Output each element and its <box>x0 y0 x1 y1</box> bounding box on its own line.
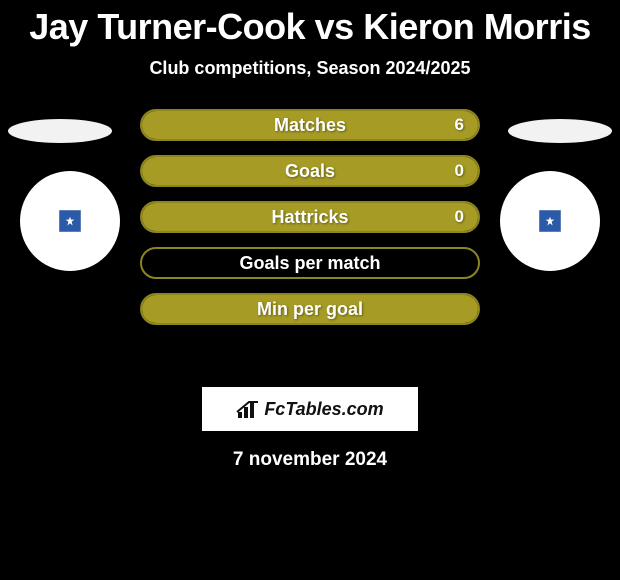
stat-row: Hattricks 0 <box>140 201 480 233</box>
player-shadow-left <box>8 119 112 143</box>
stat-label: Min per goal <box>257 299 363 320</box>
stat-label: Hattricks <box>271 207 348 228</box>
date-text: 7 november 2024 <box>0 449 620 471</box>
crest-icon <box>537 208 563 234</box>
team-badge-left <box>20 171 120 271</box>
stat-row: Goals 0 <box>140 155 480 187</box>
bar-chart-icon <box>236 400 258 418</box>
stat-rows: Matches 6 Goals 0 Hattricks 0 Goals per match M… <box>140 109 480 325</box>
page-title: Jay Turner-Cook vs Kieron Morris <box>0 6 620 48</box>
attribution-badge: FcTables.com <box>202 387 418 431</box>
stat-value-right: 0 <box>455 203 464 231</box>
crest-icon <box>57 208 83 234</box>
stat-value-right: 6 <box>455 111 464 139</box>
stat-value-right: 0 <box>455 157 464 185</box>
comparison-arena: Matches 6 Goals 0 Hattricks 0 Goals per match M… <box>0 109 620 369</box>
page-subtitle: Club competitions, Season 2024/2025 <box>0 58 620 79</box>
team-badge-right <box>500 171 600 271</box>
stat-label: Matches <box>274 115 346 136</box>
stat-row: Min per goal <box>140 293 480 325</box>
player-shadow-right <box>508 119 612 143</box>
stat-label: Goals per match <box>239 253 380 274</box>
attribution-text: FcTables.com <box>264 399 383 420</box>
stat-label: Goals <box>285 161 335 182</box>
stat-row: Matches 6 <box>140 109 480 141</box>
stat-row: Goals per match <box>140 247 480 279</box>
